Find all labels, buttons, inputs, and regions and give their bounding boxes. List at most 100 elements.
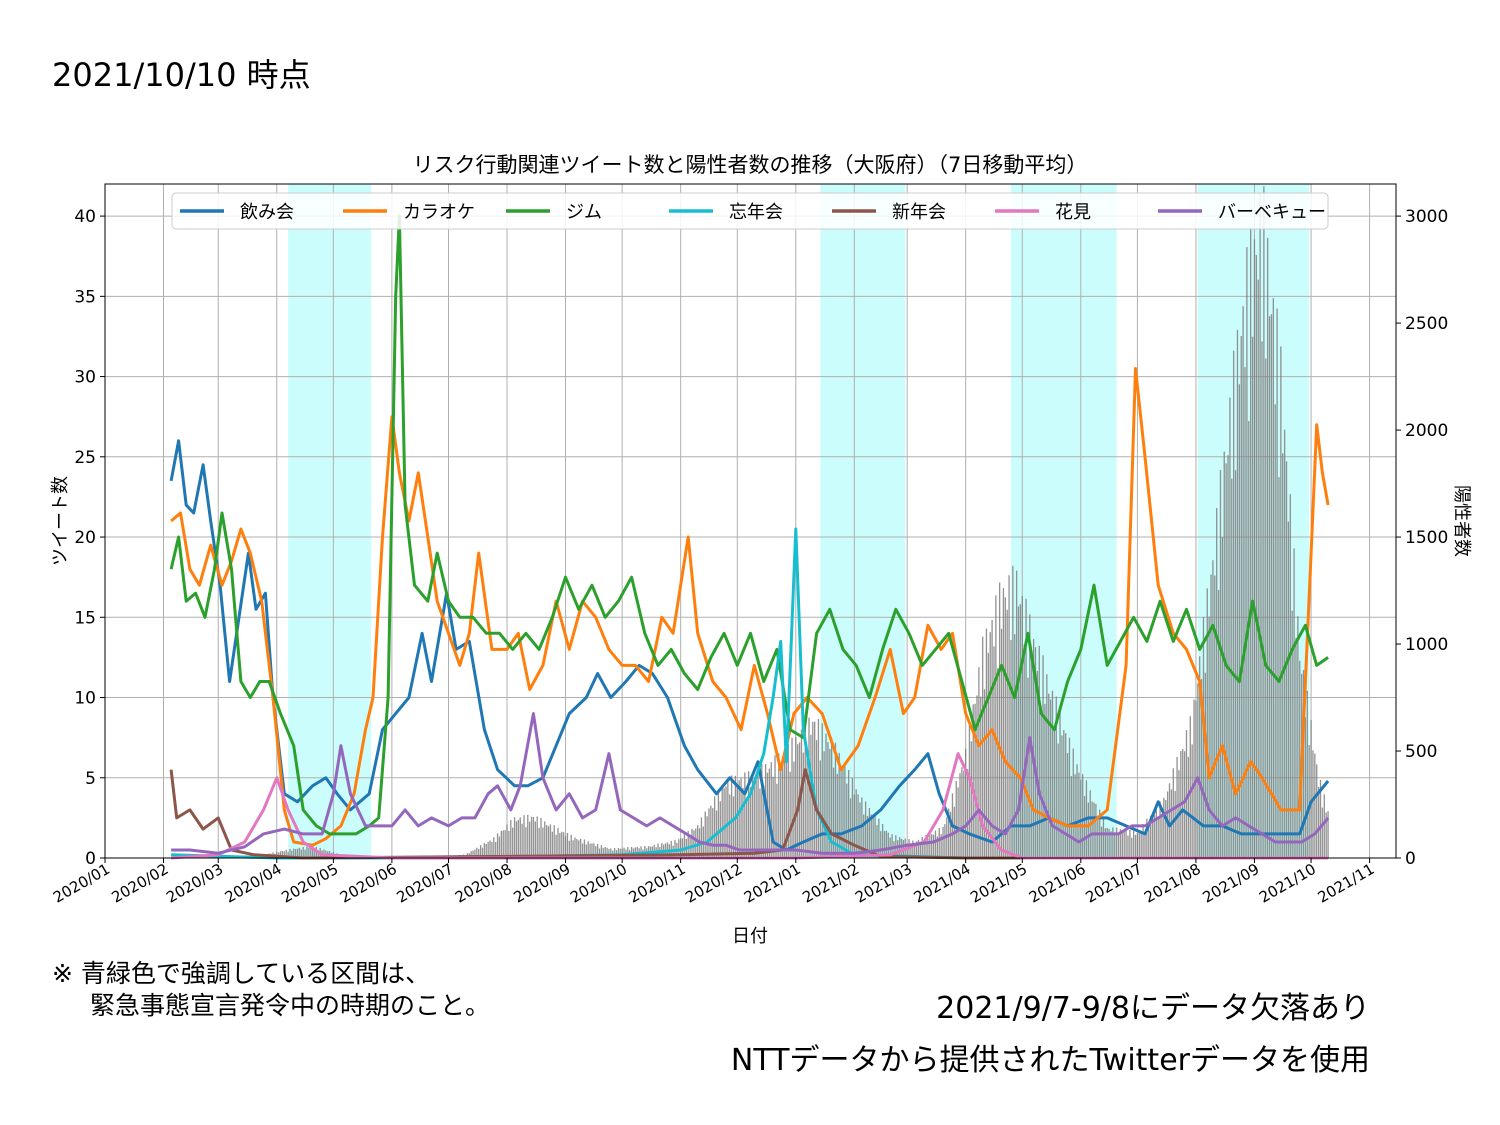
positives-bar (551, 831, 553, 858)
positives-bar (804, 720, 806, 858)
as-of-date: 2021/10/10 時点 (52, 56, 311, 94)
positives-bar (1015, 570, 1018, 858)
positives-bar (834, 742, 837, 858)
positives-bar (487, 841, 489, 858)
positives-bar (1183, 751, 1186, 858)
positives-bar (1302, 670, 1305, 858)
positives-bar (1038, 645, 1040, 858)
positives-bar (1244, 367, 1246, 858)
positives-bar (817, 718, 820, 858)
positives-bar (1308, 745, 1310, 858)
positives-bar (795, 737, 797, 858)
positives-bar (564, 836, 567, 858)
positives-bar (998, 582, 1001, 858)
x-tick-label: 2020/12 (682, 860, 745, 907)
positives-bar (581, 843, 584, 858)
x-tick-label: 2020/07 (394, 860, 457, 907)
y-tick-label: 0 (85, 849, 96, 869)
positives-bar (725, 786, 727, 858)
positives-bar (294, 849, 297, 858)
positives-bar (829, 748, 831, 858)
positives-bar (621, 848, 623, 858)
positives-bar (1097, 815, 1099, 858)
positives-bar (712, 808, 714, 858)
positives-bar (1255, 255, 1257, 858)
positives-bar (515, 821, 518, 858)
positives-bar (917, 839, 920, 858)
legend-box (171, 192, 1329, 230)
positives-bar (830, 738, 833, 858)
y-tick-label: 35 (74, 287, 96, 307)
emergency-periods (288, 184, 1310, 858)
positives-bar (1268, 316, 1271, 859)
positives-bar (721, 785, 723, 858)
x-tick-label: 2020/02 (109, 860, 172, 907)
positives-bar (513, 817, 516, 858)
positives-bar (1023, 644, 1025, 858)
positives-bar (900, 838, 903, 858)
positives-bar (1087, 802, 1090, 858)
positives-bar (914, 843, 916, 858)
positives-bar (610, 848, 612, 858)
positives-bar (1021, 595, 1023, 858)
positives-bar (846, 783, 848, 858)
positives-bar (538, 827, 540, 858)
positives-bar (557, 827, 559, 858)
positives-bar (1266, 237, 1269, 859)
positives-bar (957, 787, 959, 858)
positives-bar (793, 761, 795, 858)
x-tick-label: 2021/02 (799, 860, 862, 907)
footnote-line-1: ※ 青緑色で強調している区間は、 (52, 959, 431, 988)
x-tick-label: 2020/03 (163, 860, 226, 907)
positives-bar (1000, 628, 1003, 858)
plot-frame (104, 183, 1397, 859)
positives-bar (476, 847, 478, 858)
positives-bar (897, 840, 899, 858)
positives-bar (774, 755, 776, 858)
positives-bar (296, 848, 299, 858)
positives-bar (1161, 813, 1163, 858)
positives-bar (478, 848, 480, 858)
positives-bar (1121, 831, 1123, 858)
positives-bar (1153, 814, 1156, 858)
x-tick-label: 2021/11 (1315, 860, 1378, 907)
positives-bar (1078, 772, 1080, 858)
positives-bar (281, 851, 284, 858)
legend-label: 花見 (1055, 202, 1091, 223)
positives-bar (1055, 696, 1057, 858)
positives-bar (549, 824, 552, 858)
positives-bar (751, 774, 754, 858)
legend: 飲み会 カラオケ ジム 忘年会 新年会 花見 バーベキュー (171, 192, 1329, 230)
positives-bar (1246, 247, 1248, 859)
positives-bar (680, 838, 682, 858)
positives-bar (504, 830, 506, 858)
positives-bar (1040, 705, 1042, 858)
y-tick-label: 5 (85, 769, 96, 789)
positives-bar (585, 844, 587, 858)
positives-bar (704, 811, 706, 858)
positives-bar (985, 628, 988, 858)
positives-bar (493, 837, 495, 858)
positives-bar (844, 766, 846, 858)
positives-bar (1293, 548, 1295, 858)
series-line-バーベキュー (171, 712, 1330, 855)
positives-bar (710, 805, 712, 858)
positives-bar (470, 851, 472, 858)
positives-bar (1053, 727, 1056, 858)
positives-bar (570, 834, 572, 858)
positives-bar (1217, 589, 1220, 858)
positives-bar (1283, 429, 1286, 858)
positives-bar (1248, 421, 1250, 858)
positives-bar (944, 824, 946, 858)
positives-bar (838, 752, 840, 858)
positives-bar (534, 821, 536, 858)
x-tick-label: 2020/01 (50, 860, 113, 907)
x-tick-label: 2021/04 (911, 860, 974, 907)
positives-bar (536, 816, 538, 858)
positives-bar (1068, 737, 1071, 858)
positives-bar (595, 846, 597, 858)
positives-bar (587, 841, 589, 858)
positives-bar (593, 843, 595, 858)
positives-bar (880, 831, 882, 858)
positives-bar (304, 849, 306, 858)
